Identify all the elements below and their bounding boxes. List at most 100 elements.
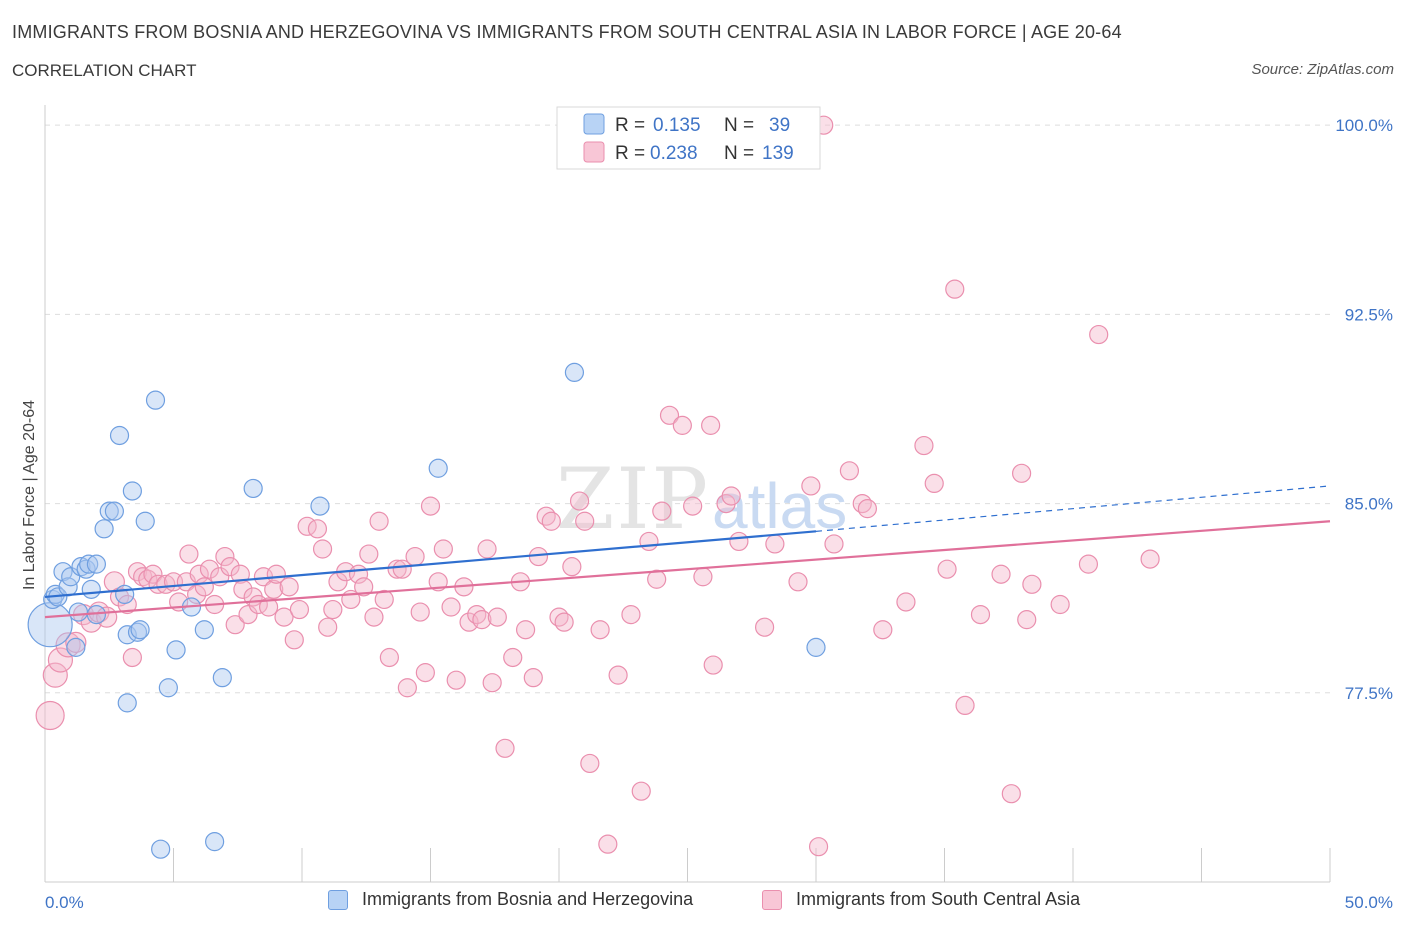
point-bosnia: [243, 478, 263, 499]
trend-line-bosnia-extension: [815, 485, 1331, 532]
point-south-central-asia: [47, 647, 74, 673]
point-south-central-asia: [379, 647, 399, 668]
point-bosnia: [104, 501, 124, 521]
point-south-central-asia: [397, 678, 417, 698]
point-south-central-asia: [554, 612, 574, 632]
point-south-central-asia: [515, 620, 536, 640]
bottom-legend: Immigrants from Bosnia and Herzegovina I…: [0, 889, 1406, 917]
point-south-central-asia: [703, 655, 723, 675]
y-tick-label: 92.5%: [1345, 305, 1393, 324]
trend-line-south-central-asia: [44, 520, 1331, 619]
legend-item-bosnia: Immigrants from Bosnia and Herzegovina: [328, 889, 693, 910]
point-bosnia: [76, 559, 96, 579]
point-south-central-asia: [639, 531, 659, 552]
point-bosnia: [130, 620, 150, 640]
point-bosnia: [66, 637, 86, 657]
point-bosnia: [115, 584, 135, 605]
point-south-central-asia: [873, 620, 893, 640]
point-south-central-asia: [1022, 574, 1042, 594]
point-south-central-asia: [369, 511, 389, 531]
point-south-central-asia: [575, 511, 595, 531]
point-south-central-asia: [359, 544, 379, 564]
point-bosnia: [127, 622, 148, 642]
point-south-central-asia: [729, 531, 749, 552]
series-south-central-asia-points: [35, 115, 1160, 857]
point-bosnia: [71, 557, 91, 577]
point-bosnia: [194, 620, 214, 640]
point-south-central-asia: [562, 557, 582, 577]
point-south-central-asia: [42, 662, 68, 688]
point-south-central-asia: [1011, 463, 1032, 483]
point-south-central-asia: [109, 587, 130, 607]
point-south-central-asia: [631, 781, 651, 801]
legend-r-label: R =: [615, 115, 645, 136]
point-south-central-asia: [1001, 784, 1021, 804]
trend-lines: [44, 485, 1331, 619]
point-south-central-asia: [608, 665, 628, 685]
point-bosnia: [564, 362, 585, 383]
point-bosnia: [205, 832, 225, 852]
point-bosnia: [68, 602, 89, 622]
point-south-central-asia: [446, 670, 466, 690]
point-south-central-asia: [220, 557, 240, 577]
x-tick-label: 0.0%: [45, 893, 84, 912]
point-south-central-asia: [318, 617, 338, 637]
point-south-central-asia: [621, 604, 641, 625]
point-south-central-asia: [857, 499, 878, 519]
point-bosnia: [81, 579, 101, 599]
point-south-central-asia: [65, 631, 87, 653]
point-south-central-asia: [788, 572, 808, 592]
point-south-central-asia: [937, 559, 957, 579]
point-bosnia: [27, 602, 73, 648]
y-tick-label: 100.0%: [1335, 116, 1393, 135]
point-south-central-asia: [801, 476, 821, 496]
point-south-central-asia: [495, 738, 515, 758]
point-south-central-asia: [238, 604, 258, 625]
point-bosnia: [117, 693, 137, 713]
point-bosnia: [109, 425, 130, 446]
point-bosnia: [145, 390, 166, 410]
point-south-central-asia: [991, 564, 1011, 584]
legend-label-bosnia: Immigrants from Bosnia and Herzegovina: [362, 889, 694, 909]
y-axis-label: In Labor Force | Age 20-64: [21, 400, 38, 590]
point-south-central-asia: [415, 663, 435, 683]
point-south-central-asia: [914, 435, 934, 456]
point-south-central-asia: [122, 647, 142, 668]
point-south-central-asia: [420, 496, 441, 516]
point-south-central-asia: [364, 607, 384, 627]
point-south-central-asia: [230, 564, 250, 584]
point-south-central-asia: [148, 574, 168, 594]
point-bosnia: [61, 567, 81, 587]
point-south-central-asia: [1017, 610, 1037, 630]
watermark-zip: ZIP: [556, 450, 710, 548]
point-south-central-asia: [683, 496, 703, 516]
point-south-central-asia: [441, 597, 461, 617]
legend-item-south-central-asia: Immigrants from South Central Asia: [762, 889, 1080, 910]
point-bosnia: [806, 637, 826, 657]
point-south-central-asia: [701, 415, 721, 435]
point-bosnia: [151, 839, 171, 859]
point-bosnia: [99, 501, 119, 521]
point-south-central-asia: [945, 279, 965, 299]
y-tick-labels: 77.5% 85.0% 92.5% 100.0%: [1335, 116, 1393, 703]
point-south-central-asia: [569, 491, 590, 511]
legend-n-value-pink: 139: [762, 143, 794, 164]
point-south-central-asia: [598, 834, 618, 854]
point-south-central-asia: [808, 837, 829, 857]
legend-label-south-central-asia: Immigrants from South Central Asia: [796, 889, 1081, 909]
point-south-central-asia: [1140, 549, 1160, 569]
point-south-central-asia: [264, 579, 284, 599]
point-bosnia: [135, 511, 155, 531]
point-south-central-asia: [839, 461, 860, 481]
point-south-central-asia: [312, 539, 333, 559]
point-bosnia: [428, 458, 448, 478]
point-south-central-asia: [955, 695, 975, 716]
y-tick-label: 77.5%: [1345, 684, 1393, 703]
point-south-central-asia: [323, 599, 343, 620]
point-south-central-asia: [659, 405, 680, 425]
point-south-central-asia: [187, 584, 207, 605]
point-south-central-asia: [482, 673, 502, 693]
x-tick-labels: 0.0% 50.0%: [45, 893, 1393, 912]
axes: [44, 105, 1331, 883]
legend-r-label: R =: [615, 143, 645, 164]
